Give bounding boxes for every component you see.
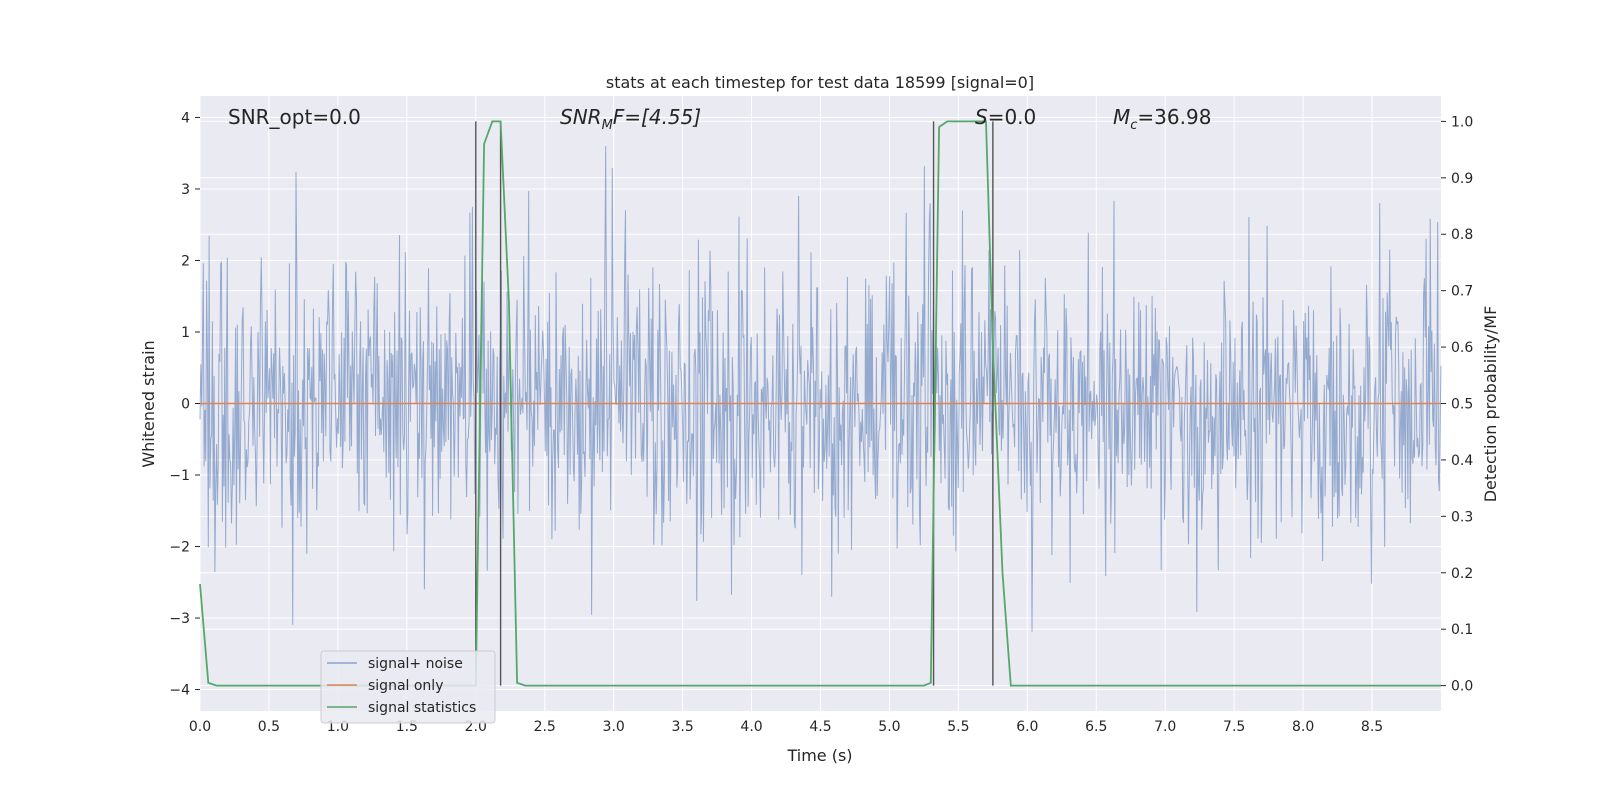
y2-tick-label: 0.3 — [1451, 509, 1473, 525]
y2-tick-label: 0.0 — [1451, 679, 1473, 695]
x-tick-label: 6.0 — [1016, 719, 1038, 735]
series-signal-noise — [199, 146, 1442, 632]
x-tick-label: 3.5 — [671, 719, 693, 735]
x-tick-label: 8.5 — [1361, 719, 1383, 735]
y-tick-label: 3 — [181, 182, 190, 198]
y2-tick-label: 0.7 — [1451, 284, 1473, 300]
annotation-mc: Mc=36.98 — [1113, 105, 1211, 133]
x-tick-label: 5.0 — [878, 719, 900, 735]
x-tick-label: 0.0 — [189, 719, 211, 735]
x-axis-label: Time (s) — [786, 746, 852, 765]
x-tick-label: 5.5 — [947, 719, 969, 735]
y-tick-label: 4 — [181, 110, 190, 126]
y2-tick-label: 1.0 — [1451, 114, 1473, 130]
annotation-s: S=0.0 — [975, 105, 1036, 129]
legend-label-signal-statistics: signal statistics — [368, 700, 476, 716]
y2-tick-label: 0.4 — [1451, 453, 1473, 469]
annotation-snr-opt: SNR_opt=0.0 — [228, 105, 361, 129]
y2-axis-label: Detection probability/MF — [1481, 306, 1500, 503]
x-tick-label: 2.5 — [534, 719, 556, 735]
chart-title: stats at each timestep for test data 185… — [606, 73, 1034, 92]
y2-tick-label: 0.5 — [1451, 397, 1473, 413]
y-tick-label: 0 — [181, 397, 190, 413]
x-tick-label: 4.0 — [740, 719, 762, 735]
y-tick-label: 2 — [181, 253, 190, 269]
x-tick-label: 8.0 — [1292, 719, 1314, 735]
y-tick-label: −2 — [169, 540, 190, 556]
noise-trace — [199, 146, 1442, 632]
legend-label-signal-noise: signal+ noise — [368, 656, 463, 672]
legend-label-signal-only: signal only — [368, 678, 443, 694]
vertical-markers — [475, 121, 994, 686]
y2-tick-label: 0.1 — [1451, 622, 1473, 638]
x-tick-label: 7.5 — [1223, 719, 1245, 735]
x-tick-label: 0.5 — [258, 719, 280, 735]
y-tick-label: −4 — [169, 683, 190, 699]
x-axis-ticks: 0.0 0.5 1.0 1.5 2.0 2.5 3.0 3.5 4.0 4.5 5.0 5.5 6.0 6… — [189, 719, 1383, 735]
legend-box — [320, 650, 496, 724]
y-tick-label: −1 — [169, 468, 190, 484]
y2-tick-label: 0.9 — [1451, 171, 1473, 187]
y-tick-label: −3 — [169, 611, 190, 627]
y-tick-label: 1 — [181, 325, 190, 341]
x-tick-label: 7.0 — [1154, 719, 1176, 735]
y-axis-label: Whitened strain — [139, 340, 158, 467]
y2-tick-label: 0.8 — [1451, 227, 1473, 243]
y2-axis-ticks: 1.0 0.9 0.8 0.7 0.6 0.5 0.4 0.3 0.2 0.1 0.0 — [1441, 114, 1473, 695]
annotation-snr-mf: SNRMF=[4.55] — [560, 105, 701, 133]
x-tick-label: 4.5 — [809, 719, 831, 735]
legend: signal+ noise signal only signal statist… — [320, 650, 496, 724]
y2-tick-label: 0.2 — [1451, 566, 1473, 582]
x-tick-label: 6.5 — [1085, 719, 1107, 735]
x-tick-label: 3.0 — [603, 719, 625, 735]
y2-tick-label: 0.6 — [1451, 340, 1473, 356]
y-axis-ticks: 4 3 2 1 0 −1 −2 −3 −4 — [169, 110, 200, 699]
